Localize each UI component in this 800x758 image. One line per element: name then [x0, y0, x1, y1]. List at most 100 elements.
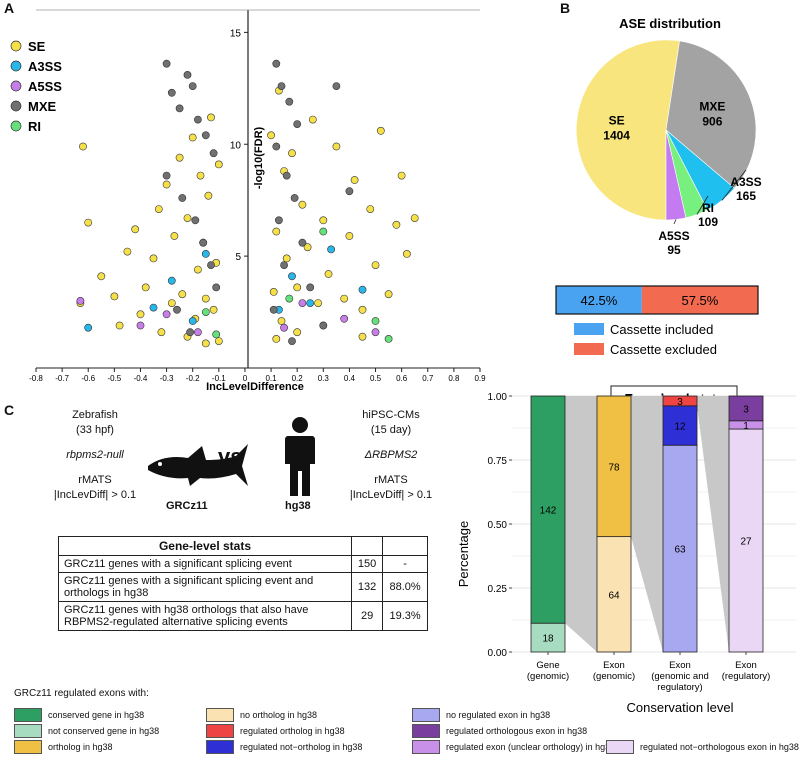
point-se: [193, 265, 202, 274]
point-se: [141, 283, 150, 292]
legend-swatch: [206, 708, 234, 722]
point-a5ss: [193, 328, 202, 337]
point-se: [201, 294, 210, 303]
point-se: [303, 243, 312, 252]
point-mxe: [178, 194, 187, 202]
point-se: [214, 160, 223, 169]
stack-count: 1: [743, 421, 749, 432]
point-mxe: [175, 104, 184, 113]
legend-label: A5SS: [28, 79, 62, 94]
point-a3ss: [84, 323, 93, 332]
human-icon: [285, 417, 315, 496]
x-tick-label: 0.9: [474, 374, 486, 383]
point-se: [207, 113, 215, 122]
flow-ribbon: [565, 396, 597, 652]
point-se: [272, 227, 281, 236]
point-mxe: [191, 216, 200, 225]
legend-label: regulated exon (unclear orthology) in hg…: [446, 742, 616, 752]
point-se: [110, 292, 119, 301]
point-mxe: [173, 305, 181, 314]
point-mxe: [272, 142, 281, 151]
exon-y-label: Percentage: [456, 521, 471, 588]
table-row: GRCz11 genes with a significant splicing…: [58, 572, 428, 602]
point-se: [149, 254, 158, 263]
pie-slice-se: [575, 39, 680, 221]
x-tick-label: 0.2: [292, 374, 304, 383]
exon-ribbons: [565, 396, 729, 652]
stack-segment: [596, 536, 632, 653]
point-mxe: [183, 71, 192, 79]
point-se: [267, 131, 275, 140]
point-se: [115, 321, 124, 330]
x-tick-label: -0.4: [134, 374, 148, 383]
hipsc-age: (15 day): [370, 424, 412, 436]
stack-segment: [728, 395, 764, 422]
legend-label: SE: [28, 39, 46, 54]
row-count: 150: [350, 555, 384, 573]
point-se: [154, 205, 163, 213]
volcano-x-ticks: -0.8 -0.7 -0.6 -0.5 -0.4 -0.3 -0.2 -0.1 0 0.1 0.2 0…: [29, 368, 486, 383]
pie-value: 165: [736, 189, 756, 203]
point-se: [314, 299, 322, 307]
point-mxe: [212, 283, 221, 292]
point-mxe: [274, 216, 283, 225]
x-tick-label: -0.1: [212, 374, 226, 383]
cassette-value: 57.5%: [681, 293, 718, 308]
x-tick-label: (genomic): [527, 671, 569, 682]
point-a5ss: [371, 328, 380, 337]
point-mxe: [280, 261, 288, 269]
point-se: [204, 191, 213, 200]
pie-leader: [721, 169, 747, 201]
legend-marker: [10, 40, 22, 52]
volcano-y-label: -log10(FDR): [253, 127, 265, 190]
x-tick-label: Gene: [536, 660, 559, 671]
point-mxe: [293, 120, 302, 128]
stack-segment: [530, 395, 566, 624]
point-se: [350, 176, 359, 184]
point-se: [79, 142, 87, 151]
point-se: [196, 171, 205, 180]
pie-label: A3SS: [730, 175, 761, 189]
point-se: [170, 232, 179, 240]
point-mxe: [332, 82, 341, 90]
stack-count: 78: [608, 462, 620, 473]
legend-label: regulated ortholog in hg38: [240, 726, 345, 736]
volcano-plot: -0.8 -0.7 -0.6 -0.5 -0.4 -0.3 -0.2 -0.1 0 0.1 0.2 0…: [10, 9, 486, 393]
point-mxe: [207, 261, 215, 269]
stack-count: 63: [674, 545, 686, 556]
cassette-segment-1: [641, 286, 758, 314]
volcano-legend: SE A3SS A5SS MXE RI: [10, 39, 62, 134]
point-se: [392, 220, 401, 229]
point-se: [293, 328, 302, 337]
legend-item: regulated orthologous exon in hg38: [412, 724, 587, 738]
point-se: [157, 328, 166, 337]
legend-swatch: [206, 740, 234, 754]
point-mxe: [319, 321, 328, 330]
point-a3ss: [188, 317, 197, 325]
pie-value: 95: [667, 243, 681, 257]
legend-swatch: [14, 724, 42, 738]
point-se: [136, 310, 145, 319]
pie-leader: [673, 219, 677, 225]
y-tick-label: 10: [230, 140, 242, 151]
legend-item: regulated not−ortholog in hg38: [206, 740, 362, 754]
pie-value: 109: [698, 215, 718, 229]
legend-swatch: [412, 724, 440, 738]
cassette-legend-label: Cassette included: [610, 322, 713, 337]
row-pct: 19.3%: [382, 601, 428, 631]
point-se: [209, 305, 218, 314]
zebrafish-threshold: |IncLevDiff| > 0.1: [53, 489, 137, 501]
hipsc-tool: rMATS: [374, 474, 408, 486]
point-a5ss: [162, 310, 171, 319]
flow-ribbon: [631, 396, 663, 652]
point-mxe: [162, 171, 171, 180]
point-mxe: [209, 149, 218, 158]
legend-swatch: [206, 724, 234, 738]
x-tick-label: 0.6: [396, 374, 408, 383]
legend-label: no regulated exon in hg38: [446, 710, 551, 720]
point-mxe: [167, 88, 176, 97]
cassette-segment-0: [556, 286, 642, 314]
exon-x-label: Conservation level: [627, 700, 734, 715]
cassette-bar: 42.5% 57.5% Cassette included Cassette excl…: [555, 285, 759, 357]
